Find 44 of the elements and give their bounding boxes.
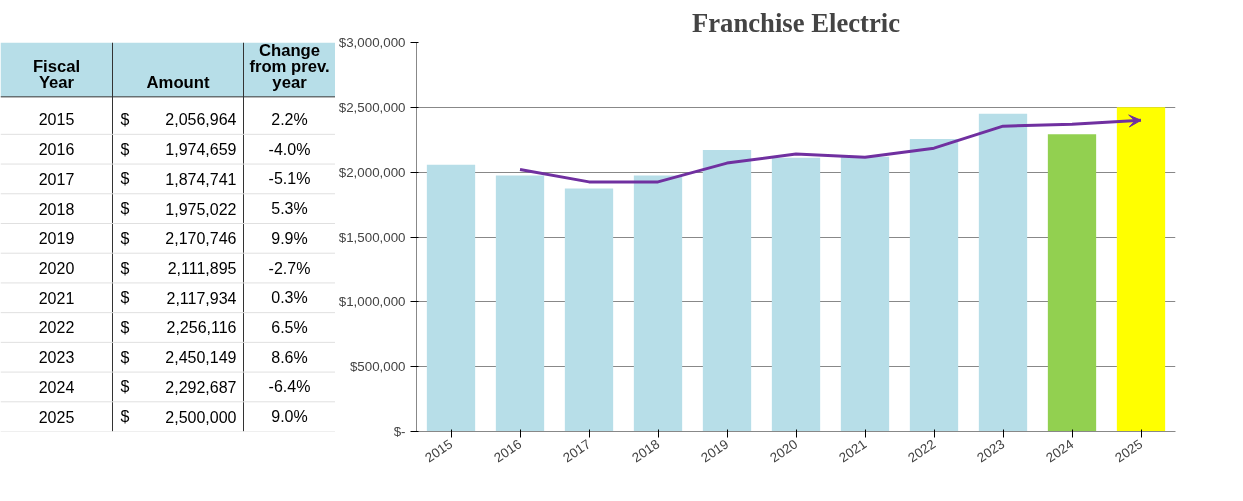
y-tick-label: $500,000 — [349, 359, 406, 375]
y-tick-label: $3,000,000 — [338, 35, 406, 50]
text: 8.6% — [271, 348, 308, 366]
category-label: 2019 — [38, 230, 75, 248]
text: $ 1,975,022 — [120, 200, 237, 218]
y-tick-label: $- — [393, 424, 406, 439]
y-tick-label: $2,000,000 — [338, 164, 406, 180]
text: 9.0% — [271, 408, 308, 426]
y-tick-label: $2,500,000 — [338, 99, 406, 115]
text: $ 2,111,895 — [120, 259, 237, 278]
text: $ 1,974,659 — [120, 140, 237, 159]
text: $ 2,292,687 — [120, 378, 237, 396]
text: 5.3% — [271, 200, 308, 218]
category-label: 2021 — [38, 289, 75, 307]
category-label: 2017 — [38, 170, 75, 188]
text: 6.5% — [271, 318, 308, 336]
text: Change from prev. year — [249, 40, 330, 93]
text: Fiscal Year — [32, 56, 81, 93]
category-label: 2016 — [38, 141, 75, 159]
category-label: 2024 — [38, 378, 75, 396]
text: $ 2,117,934 — [120, 289, 237, 307]
text: 9.9% — [271, 229, 308, 247]
category-label: 2022 — [38, 319, 75, 337]
text: -5.1% — [268, 170, 311, 188]
text: -2.7% — [268, 259, 311, 277]
text: $ 2,500,000 — [120, 408, 237, 426]
text: -6.4% — [268, 378, 311, 396]
text: 2.2% — [271, 110, 308, 128]
category-label: 2015 — [38, 111, 75, 129]
text: 0.3% — [271, 289, 308, 307]
text: $ 2,056,964 — [120, 110, 237, 129]
text: -4.0% — [268, 140, 311, 158]
category-label: 2023 — [38, 349, 75, 367]
text: $ 1,874,741 — [120, 170, 237, 188]
category-label: 2025 — [38, 408, 75, 426]
category-label: 2020 — [38, 260, 75, 278]
text: $ 2,450,149 — [120, 348, 237, 367]
text: Amount — [146, 73, 210, 93]
y-tick-label: $1,500,000 — [338, 229, 406, 245]
category-label: 2018 — [38, 200, 75, 218]
y-tick-label: $1,000,000 — [338, 294, 406, 310]
chart-title: Franchise Electric — [692, 7, 901, 38]
text: $ 2,256,116 — [120, 318, 237, 337]
text: $ 2,170,746 — [120, 229, 237, 248]
